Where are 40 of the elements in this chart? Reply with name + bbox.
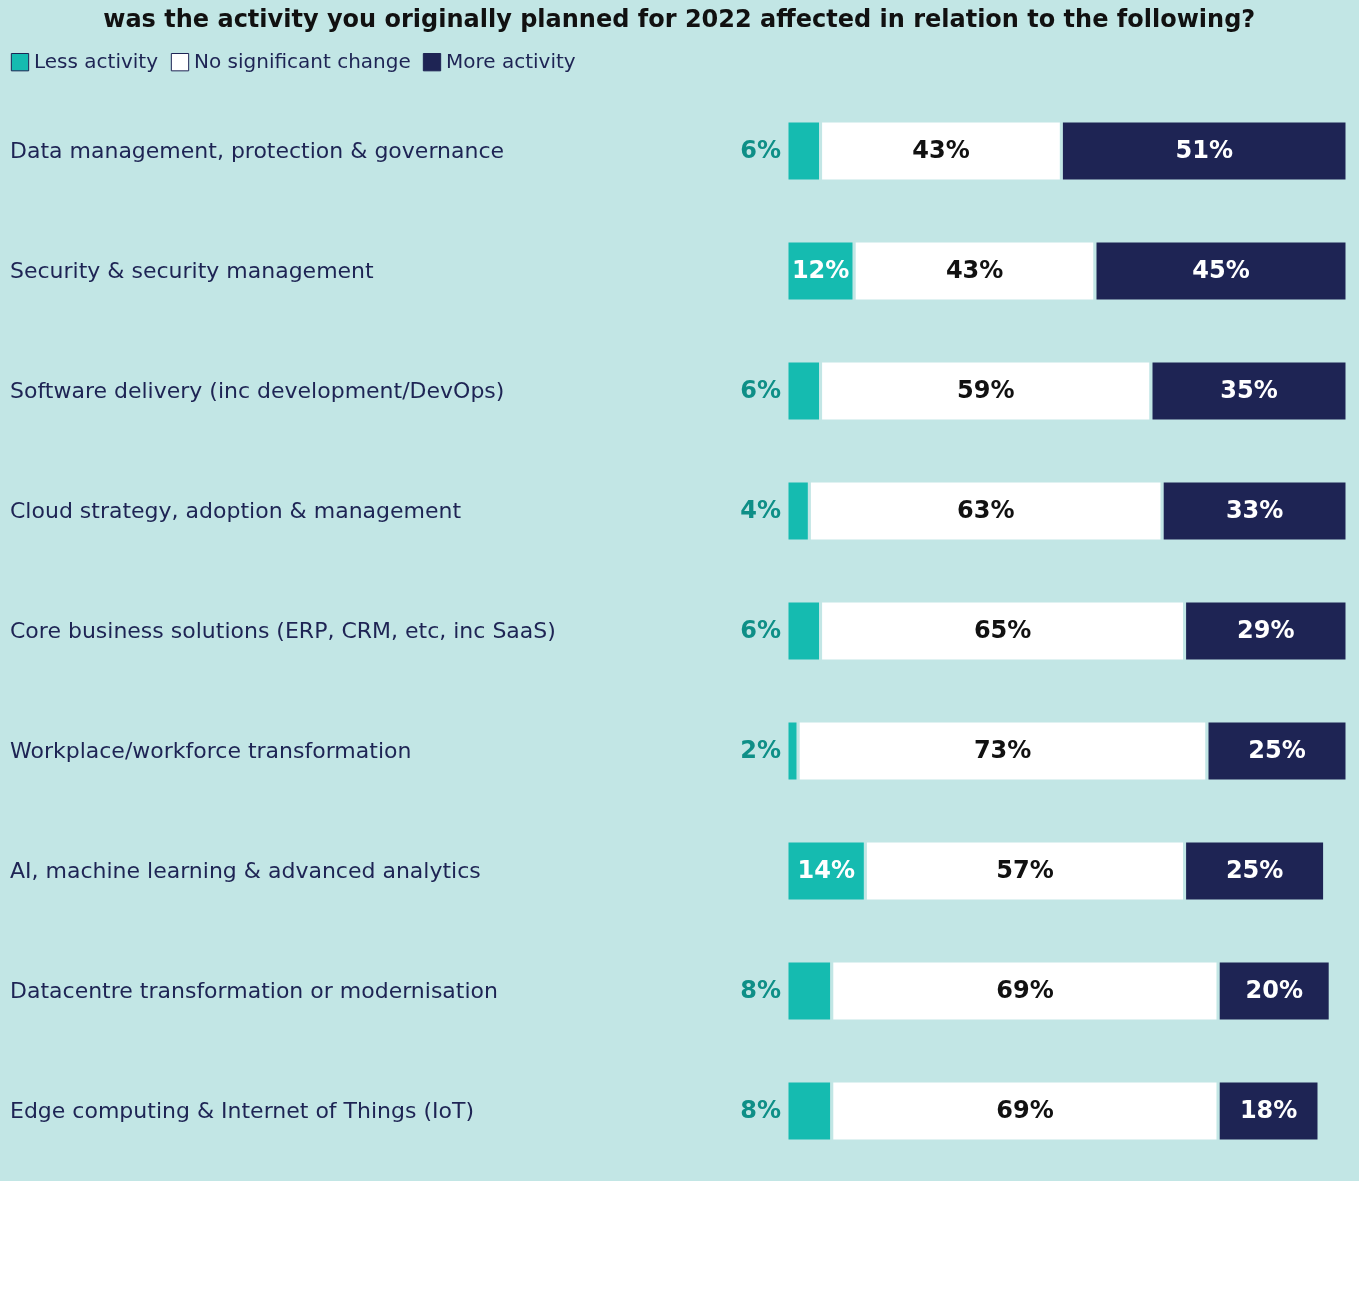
data-label: 8% [740,1096,781,1124]
chart-title: was the activity you originally planned for 2022 affected in relation to the following? [103,5,1256,33]
data-label: 6% [740,616,781,644]
data-label: 35% [1220,376,1278,404]
data-label: 57% [996,856,1054,884]
data-label: 14% [797,856,855,884]
data-label: 29% [1237,616,1295,644]
y-tick-label: AI, machine learning & advanced analytics [10,858,481,883]
y-tick-label: Core business solutions (ERP, CRM, etc, inc SaaS) [10,618,556,643]
data-label: 73% [973,736,1032,764]
data-label: 43% [912,136,970,164]
data-label: 6% [740,376,781,404]
data-label: 69% [996,976,1054,1004]
data-label: 12% [791,256,850,284]
data-label: 51% [1175,136,1233,164]
data-label: 43% [945,256,1004,284]
data-label: 6% [740,136,781,164]
y-tick-label: Workplace/workforce transformation [10,738,412,763]
data-label: 45% [1192,256,1250,284]
legend-label: More activity [446,49,576,74]
data-label: 59% [957,376,1015,404]
legend-label: Less activity [34,49,159,74]
y-tick-label: Security & security management [10,258,375,283]
y-tick-label: Cloud strategy, adoption & management [10,498,462,523]
y-tick-label: Edge computing & Internet of Things (IoT) [10,1098,474,1123]
data-label: 65% [973,616,1032,644]
data-label: 25% [1225,856,1284,884]
data-label: 4% [740,496,781,524]
data-label: 63% [957,496,1015,524]
data-label: 33% [1225,496,1284,524]
data-label: 20% [1245,976,1303,1004]
legend-label: No significant change [194,49,411,74]
y-tick-label: Datacentre transformation or modernisation [10,978,498,1003]
data-label: 18% [1239,1096,1298,1124]
data-label: 25% [1248,736,1306,764]
y-tick-label: Data management, protection & governance [10,138,505,163]
data-label: 8% [740,976,781,1004]
y-tick-label: Software delivery (inc development/DevOps) [10,378,505,403]
data-label: 2% [740,736,781,764]
data-label: 69% [996,1096,1054,1124]
